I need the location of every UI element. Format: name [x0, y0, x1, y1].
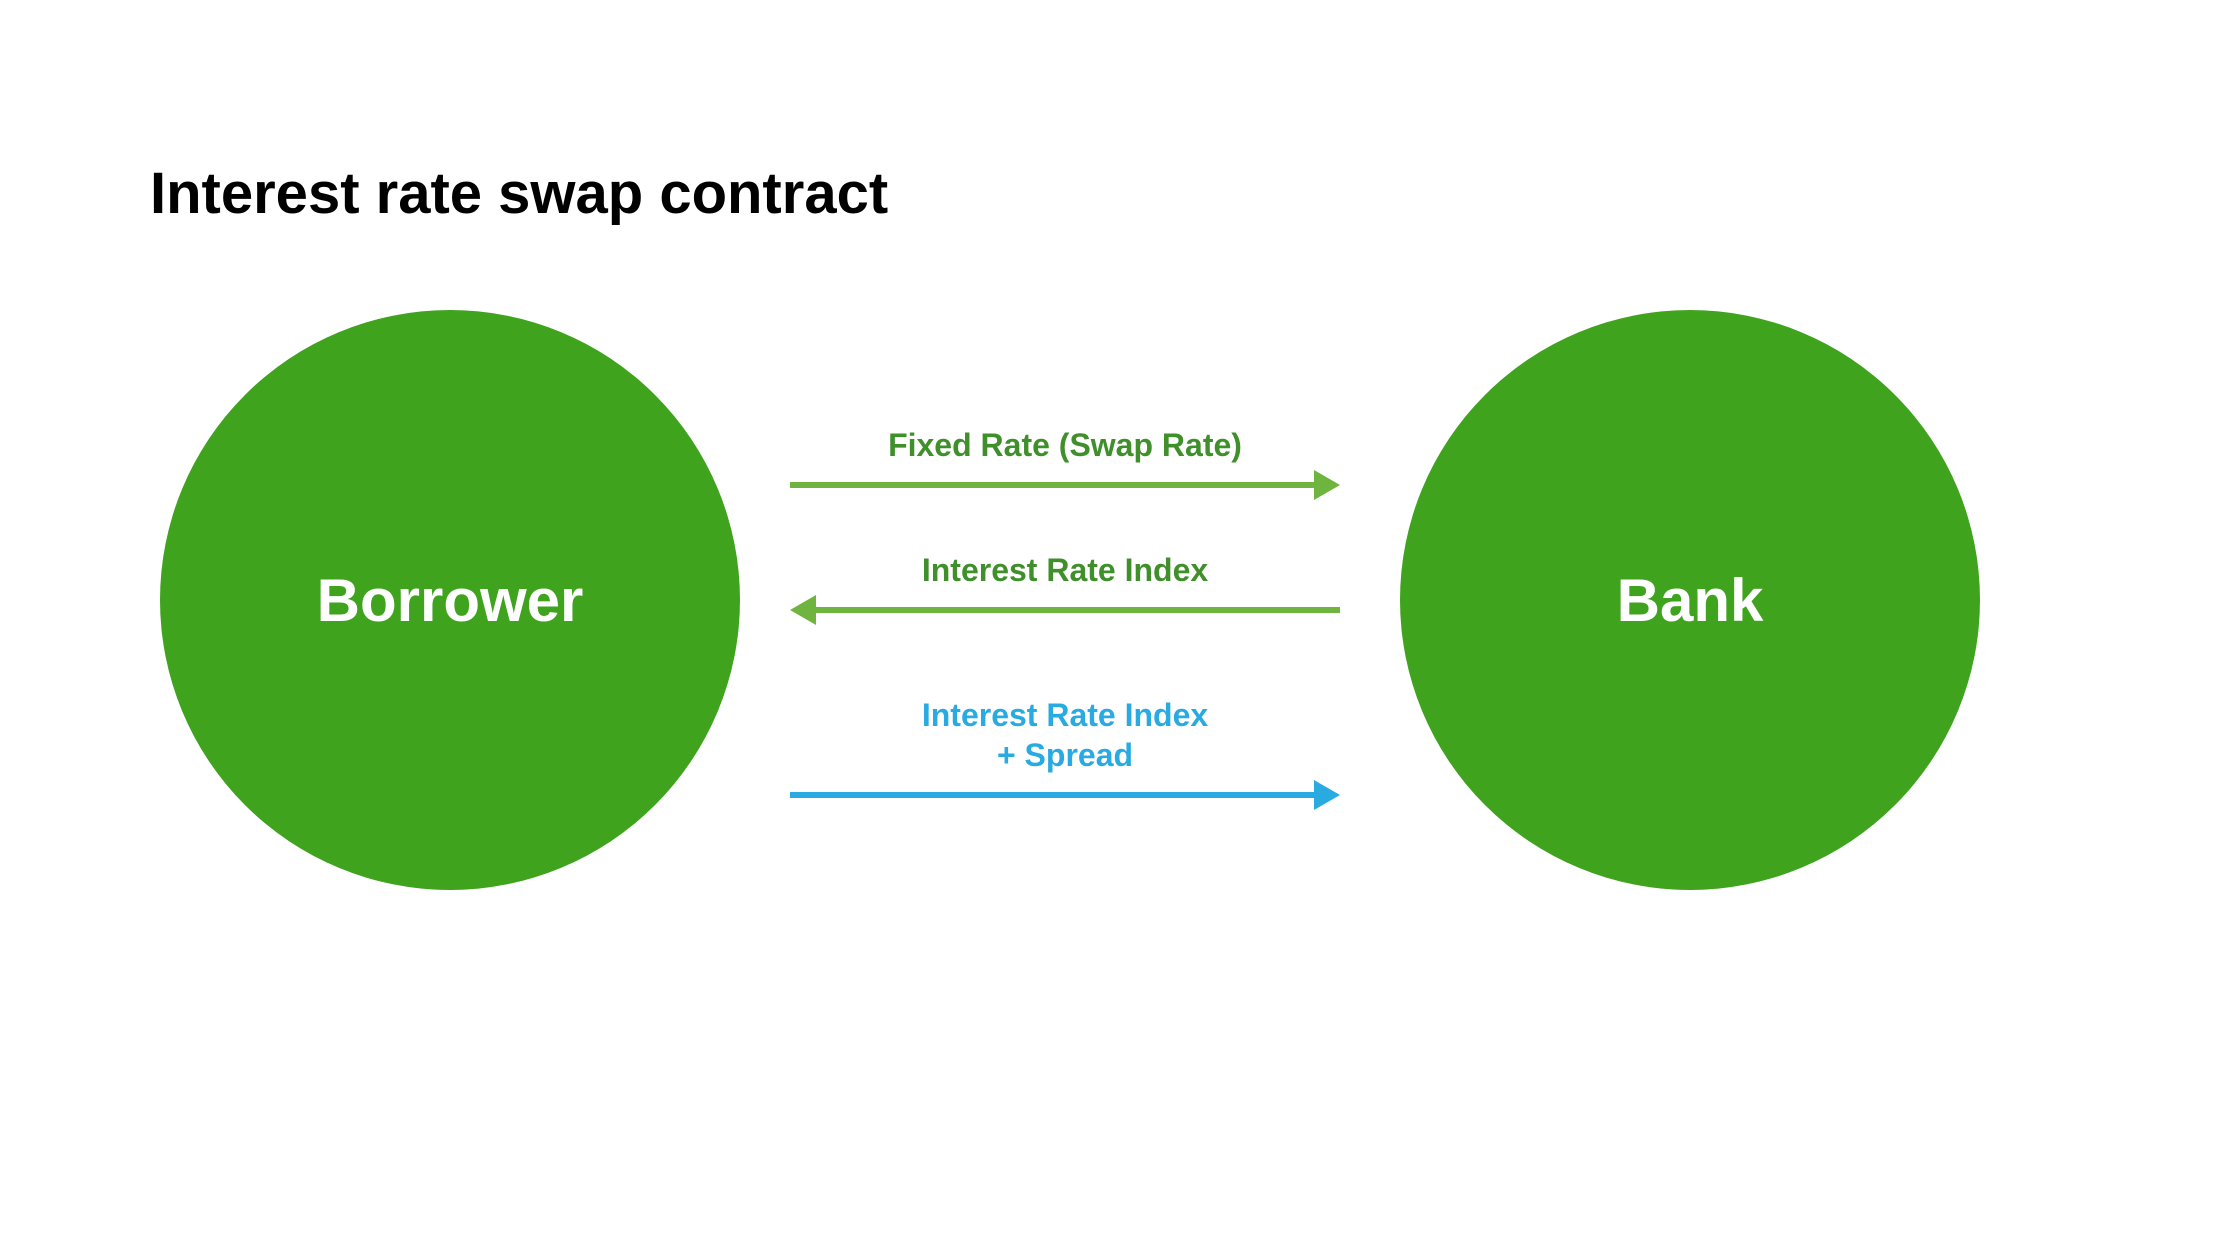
node-bank: Bank — [1400, 310, 1980, 890]
arrow-interest-rate-index-spread-line — [790, 775, 1340, 815]
arrow-interest-rate-index-spread-label: Interest Rate Index + Spread — [790, 695, 1340, 775]
node-bank-label: Bank — [1617, 566, 1764, 635]
diagram-container: Interest rate swap contract Borrower Ban… — [0, 0, 2240, 1260]
node-borrower-label: Borrower — [317, 566, 584, 635]
node-borrower: Borrower — [160, 310, 740, 890]
arrow-interest-rate-index-spread: Interest Rate Index + Spread — [790, 0, 1340, 1260]
diagram-title: Interest rate swap contract — [150, 160, 888, 227]
